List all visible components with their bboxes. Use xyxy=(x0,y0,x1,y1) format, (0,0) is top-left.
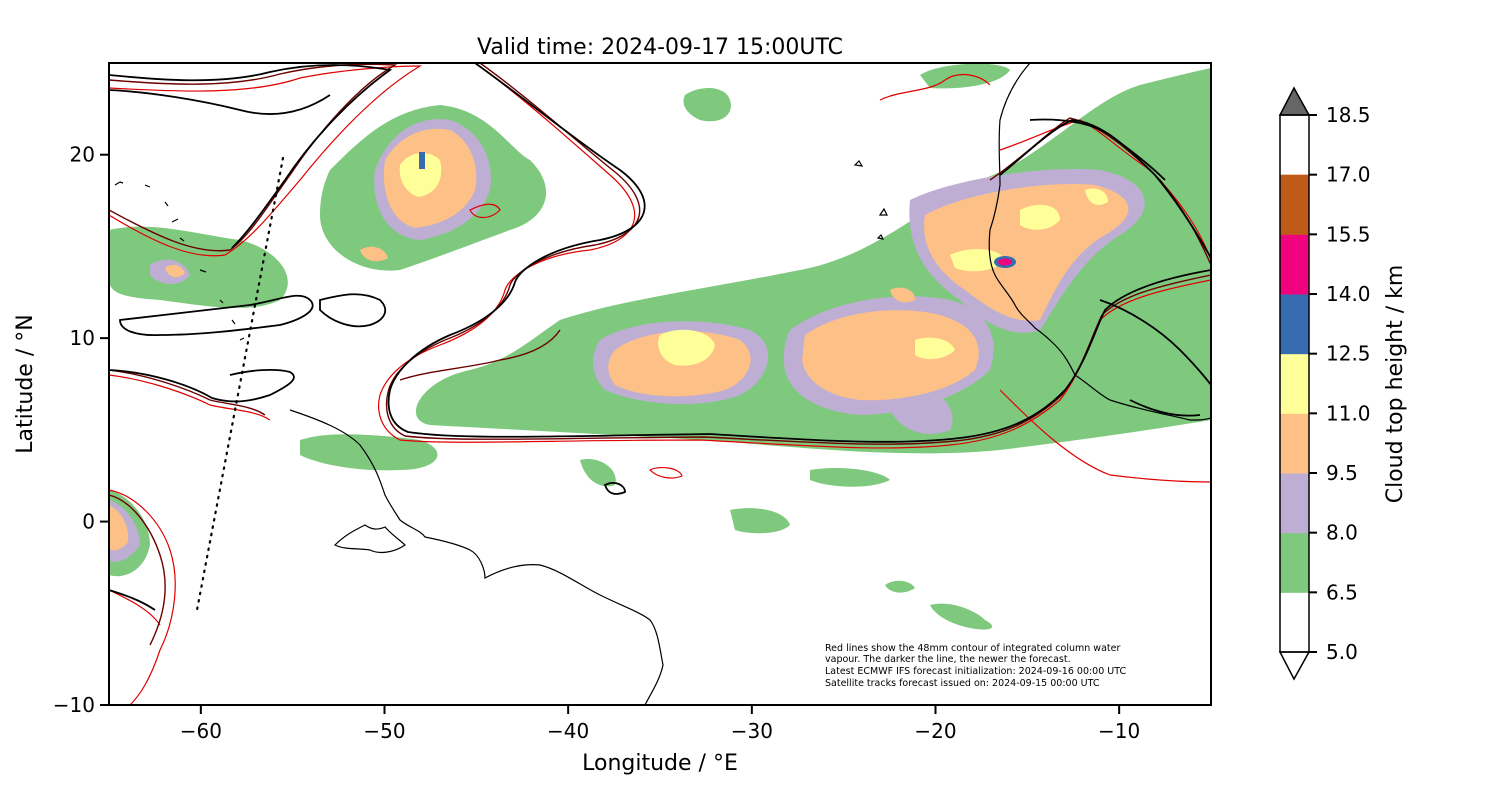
water-vapour-contours xyxy=(109,63,1211,705)
colorbar-extend-high xyxy=(1278,86,1311,116)
y-tick-label: 0 xyxy=(82,510,95,534)
colorbar-tick-label: 14.0 xyxy=(1326,282,1371,306)
x-tick-label: −30 xyxy=(731,719,773,743)
y-axis-ticks: −10 0 10 20 xyxy=(53,143,109,717)
colorbar-extend-low xyxy=(1278,651,1311,681)
colorbar-tick-label: 11.0 xyxy=(1326,401,1371,425)
colorbar: 5.0 6.5 8.0 9.5 11.0 12.5 14.0 15.5 17.0 18.5 Clo… xyxy=(1278,86,1408,681)
colorbar-segment xyxy=(1280,473,1309,534)
annotation-line-1: Red lines show the 48mm contour of integ… xyxy=(825,643,1120,654)
map-area xyxy=(109,63,1211,705)
x-tick-label: −10 xyxy=(1098,719,1140,743)
y-tick-label: 10 xyxy=(70,326,95,350)
colorbar-tick-label: 8.0 xyxy=(1326,521,1358,545)
cloud-patch-3 xyxy=(885,580,915,593)
colorbar-segment xyxy=(1280,294,1309,355)
colorbar-frame xyxy=(1279,114,1310,653)
annotation-line-4: Satellite tracks forecast issued on: 202… xyxy=(825,678,1100,689)
colorbar-segments xyxy=(1280,174,1309,653)
y-axis-label: Latitude / °N xyxy=(13,314,38,453)
island-3 xyxy=(853,160,864,167)
caribbean-islands xyxy=(114,181,245,341)
colorbar-segment xyxy=(1280,353,1309,414)
island-2 xyxy=(876,233,885,240)
island-1 xyxy=(878,207,888,216)
coastlines xyxy=(114,63,1211,705)
colorbar-tick-label: 12.5 xyxy=(1326,342,1371,366)
cloud-cluster-central xyxy=(300,434,438,471)
x-tick-label: −20 xyxy=(914,719,956,743)
colorbar-tick-label: 9.5 xyxy=(1326,461,1358,485)
colorbar-tick-label: 17.0 xyxy=(1326,163,1371,187)
y-tick-label: 20 xyxy=(70,143,95,167)
map-title: Valid time: 2024-09-17 15:00UTC xyxy=(477,35,843,60)
y-tick-label: −10 xyxy=(53,693,95,717)
x-axis-label: Longitude / °E xyxy=(582,751,738,776)
annotation-text: Red lines show the 48mm contour of integ… xyxy=(825,643,1126,689)
cloud-cluster-west xyxy=(109,226,288,308)
x-tick-label: −40 xyxy=(547,719,589,743)
amazon-delta xyxy=(333,524,406,554)
colorbar-ticks: 5.0 6.5 8.0 9.5 11.0 12.5 14.0 15.5 17.0 18.5 xyxy=(1309,103,1371,664)
colorbar-segment xyxy=(1280,413,1309,474)
colorbar-label: Cloud top height / km xyxy=(1383,265,1408,504)
colorbar-tick-label: 15.5 xyxy=(1326,222,1371,246)
x-tick-label: −60 xyxy=(180,719,222,743)
cloud-patch-2 xyxy=(730,508,790,534)
south-america-coastline xyxy=(289,409,664,705)
x-axis-ticks: −60 −50 −40 −30 −20 −10 xyxy=(180,705,1140,743)
colorbar-segment xyxy=(1280,174,1309,235)
contour-newest xyxy=(109,63,1211,611)
colorbar-segment xyxy=(1280,532,1309,593)
colorbar-tick-label: 6.5 xyxy=(1326,580,1358,604)
satellite-track xyxy=(195,156,285,612)
africa-west-coastline xyxy=(988,63,1211,421)
cloud-top-height-field xyxy=(109,63,1211,630)
colorbar-segment xyxy=(1280,234,1309,295)
colorbar-segment xyxy=(1280,592,1309,653)
colorbar-tick-label: 18.5 xyxy=(1326,103,1371,127)
x-tick-label: −50 xyxy=(363,719,405,743)
cloud-patch-1 xyxy=(683,88,731,122)
cloud-patch-5 xyxy=(580,459,616,487)
colorbar-tick-label: 5.0 xyxy=(1326,640,1358,664)
annotation-line-3: Latest ECMWF IFS forecast initialization… xyxy=(825,666,1126,677)
cloud-patch-4 xyxy=(930,603,993,630)
annotation-line-2: vapour. The darker the line, the newer t… xyxy=(825,654,1071,665)
axes-frame xyxy=(108,62,1212,706)
cloud-patch-6 xyxy=(810,468,890,487)
